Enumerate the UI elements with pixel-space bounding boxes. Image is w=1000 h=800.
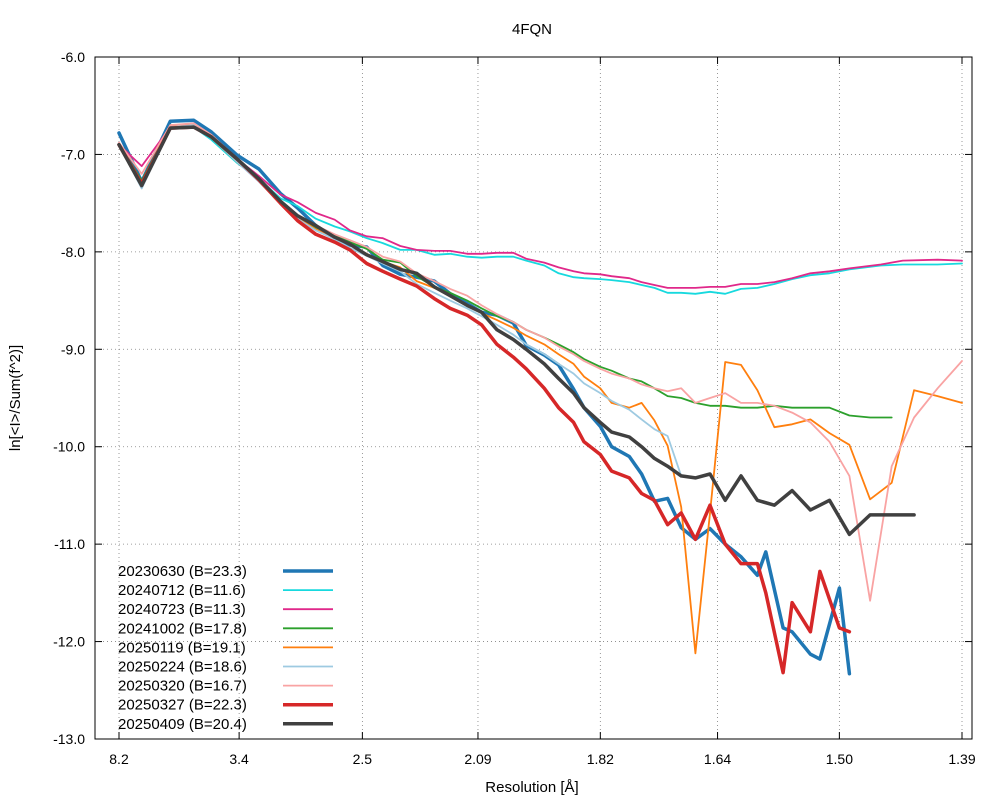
x-tick-label: 1.50	[826, 751, 853, 767]
y-tick-label: -10.0	[53, 439, 85, 455]
legend: 20230630 (B=23.3) 20240712 (B=11.6) 202407…	[118, 563, 333, 733]
y-axis-label: ln[<I>/Sum(f^2)]	[7, 345, 24, 451]
x-axis-label: Resolution [Å]	[485, 779, 578, 796]
legend-label: 20250119 (B=19.1)	[118, 639, 246, 656]
series-layer	[117, 118, 963, 676]
y-tick-label: -12.0	[53, 634, 85, 650]
chart-title: 4FQN	[512, 21, 552, 38]
x-tick-label: 1.82	[587, 751, 614, 767]
legend-label: 20250327 (B=22.3)	[118, 697, 247, 714]
x-tick-label: 1.64	[704, 751, 731, 767]
series-line-8	[117, 125, 852, 675]
y-tick-label: -11.0	[54, 536, 85, 552]
legend-label: 20250409 (B=20.4)	[118, 716, 247, 733]
series-line-2	[118, 125, 963, 295]
legend-label: 20240712 (B=11.6)	[118, 582, 246, 599]
series-line-9	[117, 125, 916, 537]
legend-label: 20241002 (B=17.8)	[118, 620, 247, 637]
plot-frame	[94, 56, 973, 740]
y-tick-label: -13.0	[53, 731, 85, 747]
x-tick-label: 8.2	[109, 751, 129, 767]
axis-ticks: -6.0 -7.0 -8.0 -9.0 -10.0 -11.0 -12.0 -13.0 8.2 3…	[53, 49, 976, 767]
series-line-4	[118, 123, 893, 419]
legend-label: 20250320 (B=16.7)	[118, 678, 247, 695]
x-tick-label: 2.09	[464, 751, 491, 767]
x-tick-label: 1.39	[948, 751, 975, 767]
legend-label: 20240723 (B=11.3)	[118, 601, 246, 618]
y-tick-label: -7.0	[61, 146, 85, 162]
legend-label: 20250224 (B=18.6)	[118, 659, 247, 676]
series-line-3	[118, 122, 963, 289]
y-tick-label: -9.0	[61, 341, 85, 357]
x-tick-label: 2.5	[353, 751, 373, 767]
legend-label: 20230630 (B=23.3)	[118, 563, 247, 580]
y-tick-label: -8.0	[61, 244, 85, 260]
y-tick-label: -6.0	[61, 49, 85, 65]
x-tick-label: 3.4	[229, 751, 249, 767]
